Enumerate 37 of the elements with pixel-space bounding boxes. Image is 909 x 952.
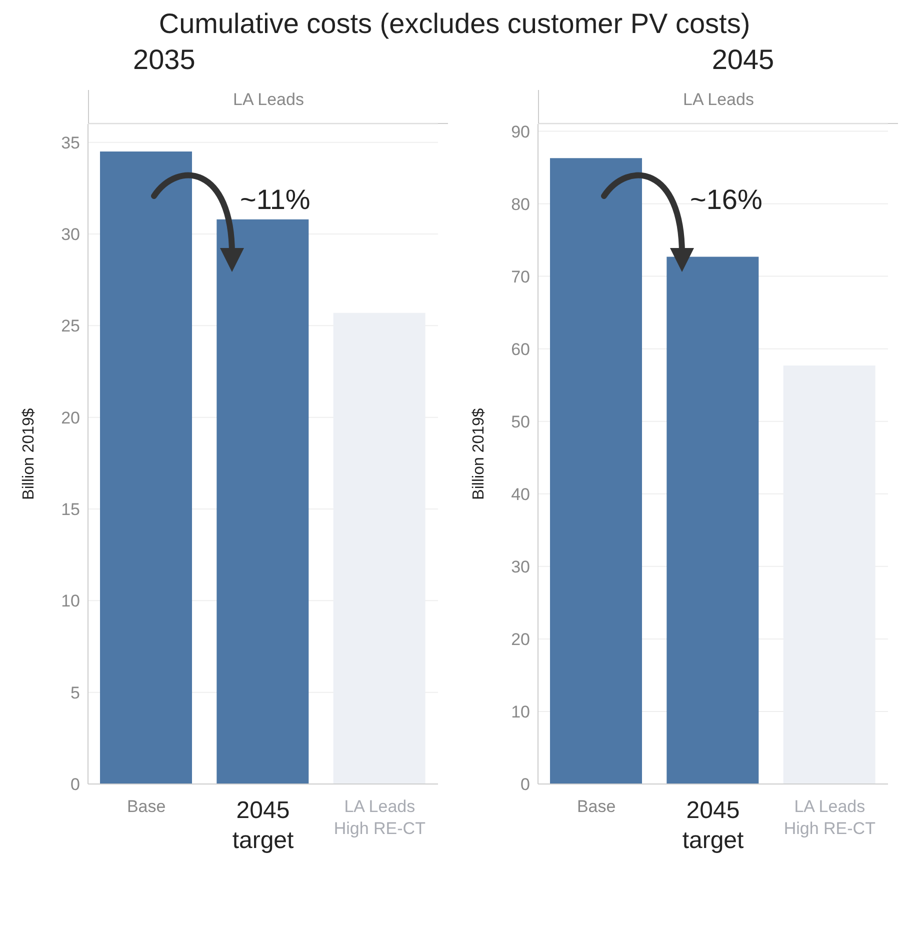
x-tick-label: 2045 target [232, 797, 294, 854]
y-tick-label: 60 [511, 340, 530, 359]
y-tick-label: 90 [511, 122, 530, 142]
y-tick-label: 50 [511, 412, 530, 432]
y-tick-label: 40 [511, 484, 530, 504]
y-tick-label: 30 [511, 557, 530, 576]
x-tick-label: LA Leads High RE-CT [334, 797, 426, 838]
bar [550, 158, 642, 784]
y-axis-title: Billion 2019$ [470, 408, 488, 500]
chart-subtitle: 2035 [132, 44, 196, 77]
x-tick-label: 2045 target [682, 797, 744, 854]
y-tick-label: 20 [511, 630, 530, 649]
bar [100, 152, 192, 784]
y-tick-label: 5 [70, 683, 80, 702]
y-tick-label: 10 [61, 592, 80, 611]
y-tick-label: 0 [520, 775, 530, 794]
text: LA Leads [88, 90, 448, 124]
x-tick-label: LA Leads High RE-CT [784, 797, 876, 838]
chart-title: Cumulative costs (excludes customer PV costs) [158, 8, 752, 41]
y-tick-label: 80 [511, 194, 530, 214]
annotation: ~16% [690, 184, 762, 216]
text: LA Leads [538, 90, 898, 124]
chart-subtitle: 2045 [710, 44, 776, 77]
y-tick-label: 0 [70, 775, 80, 794]
y-tick-label: 70 [511, 267, 530, 286]
x-tick-label: Base [126, 797, 166, 816]
bar [666, 256, 759, 784]
bar [216, 219, 309, 784]
y-axis-title: Billion 2019$ [20, 408, 38, 500]
y-tick-label: 30 [61, 225, 80, 244]
y-tick-label: 35 [61, 133, 80, 152]
annotation: ~11% [240, 184, 310, 216]
y-tick-label: 15 [61, 500, 80, 520]
y-tick-label: 20 [61, 408, 80, 428]
x-tick-label: Base [576, 797, 616, 816]
y-tick-label: 10 [511, 702, 530, 722]
y-tick-label: 25 [61, 316, 80, 336]
